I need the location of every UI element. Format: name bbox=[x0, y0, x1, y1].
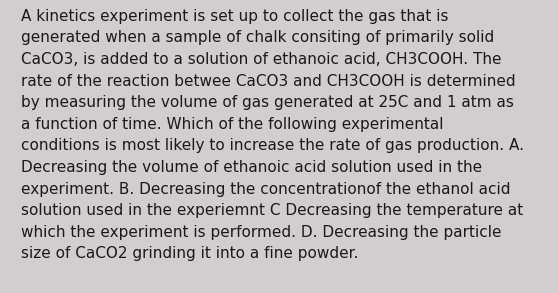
Text: A kinetics experiment is set up to collect the gas that is
generated when a samp: A kinetics experiment is set up to colle… bbox=[21, 9, 524, 261]
